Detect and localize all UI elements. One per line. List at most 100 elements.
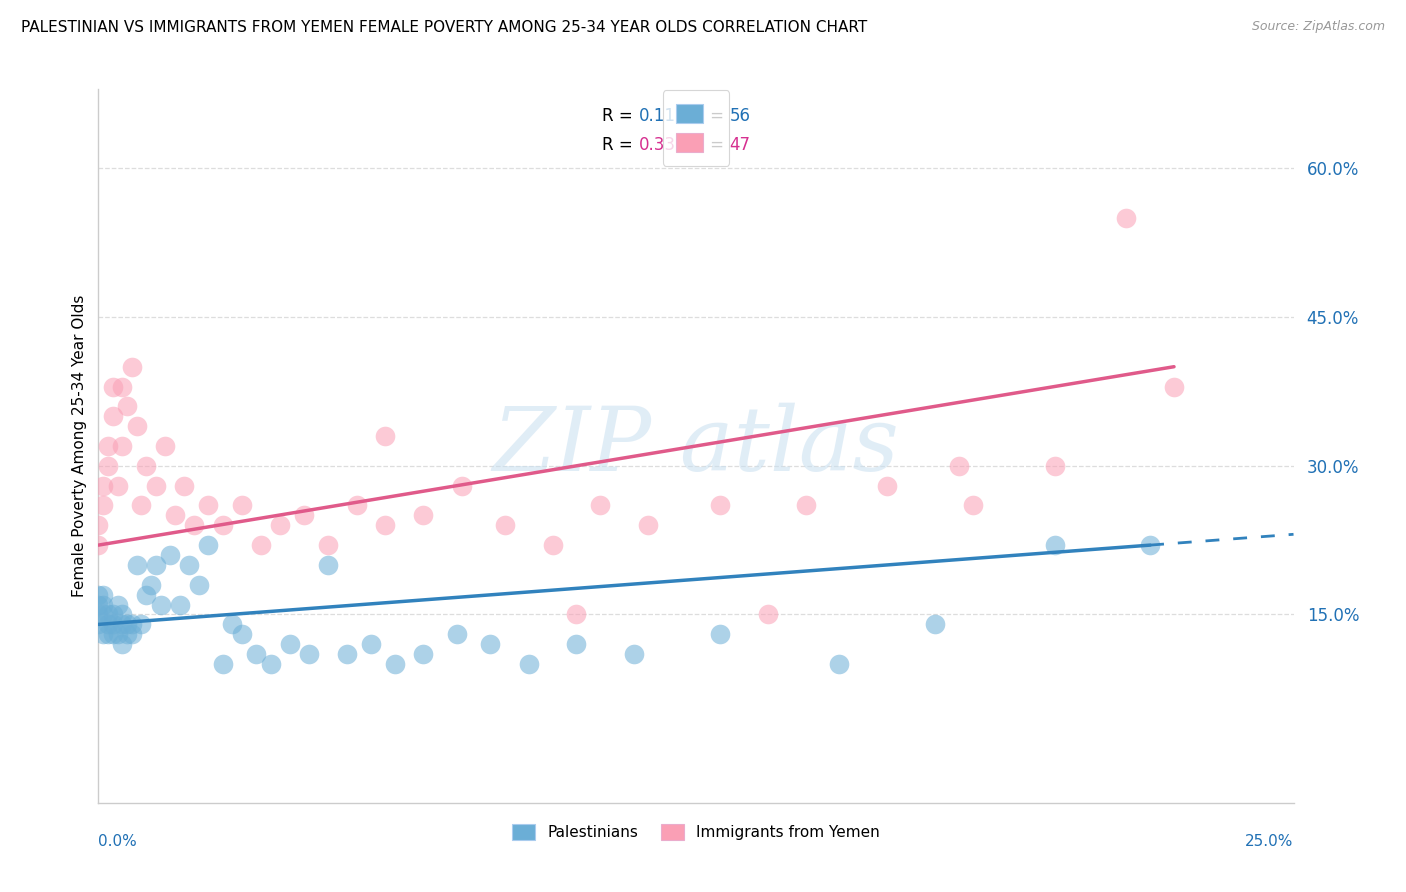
Point bbox=[709, 499, 731, 513]
Point bbox=[97, 439, 120, 453]
Point bbox=[637, 518, 659, 533]
Point bbox=[115, 627, 138, 641]
Point bbox=[131, 617, 153, 632]
Legend: Palestinians, Immigrants from Yemen: Palestinians, Immigrants from Yemen bbox=[506, 818, 886, 847]
Point bbox=[91, 627, 114, 641]
Point bbox=[149, 598, 172, 612]
Point bbox=[111, 617, 134, 632]
Point bbox=[135, 588, 157, 602]
Text: N =: N = bbox=[689, 107, 727, 125]
Point bbox=[450, 478, 472, 492]
Point bbox=[97, 627, 120, 641]
Point bbox=[1043, 458, 1066, 473]
Point bbox=[97, 607, 120, 622]
Point bbox=[87, 538, 110, 552]
Point bbox=[101, 627, 124, 641]
Text: 56: 56 bbox=[730, 107, 751, 125]
Point bbox=[269, 518, 291, 533]
Point bbox=[828, 657, 851, 671]
Point bbox=[1115, 211, 1137, 225]
Point bbox=[169, 598, 191, 612]
Point bbox=[173, 478, 195, 492]
Point bbox=[316, 558, 339, 572]
Text: 0.0%: 0.0% bbox=[98, 834, 138, 849]
Point bbox=[87, 588, 110, 602]
Point bbox=[479, 637, 502, 651]
Point bbox=[101, 607, 124, 622]
Point bbox=[589, 499, 612, 513]
Point bbox=[91, 478, 114, 492]
Point bbox=[259, 657, 281, 671]
Point bbox=[125, 558, 148, 572]
Point bbox=[374, 429, 396, 443]
Point bbox=[115, 617, 138, 632]
Point bbox=[111, 607, 134, 622]
Point bbox=[111, 439, 134, 453]
Point bbox=[121, 359, 143, 374]
Point bbox=[346, 499, 368, 513]
Point bbox=[1043, 538, 1066, 552]
Point bbox=[250, 538, 273, 552]
Text: N =: N = bbox=[689, 136, 727, 153]
Point bbox=[107, 598, 129, 612]
Point bbox=[412, 508, 434, 523]
Point bbox=[924, 617, 946, 632]
Point bbox=[316, 538, 339, 552]
Point bbox=[494, 518, 516, 533]
Point bbox=[91, 588, 114, 602]
Text: 47: 47 bbox=[730, 136, 751, 153]
Point bbox=[163, 508, 186, 523]
Point bbox=[91, 607, 114, 622]
Point bbox=[97, 617, 120, 632]
Point bbox=[412, 647, 434, 661]
Point bbox=[360, 637, 382, 651]
Point bbox=[565, 637, 588, 651]
Text: R =: R = bbox=[602, 107, 636, 125]
Point bbox=[709, 627, 731, 641]
Point bbox=[794, 499, 817, 513]
Text: ZIP atlas: ZIP atlas bbox=[492, 402, 900, 490]
Point bbox=[139, 578, 162, 592]
Text: Source: ZipAtlas.com: Source: ZipAtlas.com bbox=[1251, 20, 1385, 33]
Point bbox=[187, 578, 209, 592]
Point bbox=[135, 458, 157, 473]
Text: 0.119: 0.119 bbox=[638, 107, 686, 125]
Point bbox=[145, 558, 167, 572]
Point bbox=[292, 508, 315, 523]
Point bbox=[384, 657, 406, 671]
Point bbox=[197, 499, 219, 513]
Text: 25.0%: 25.0% bbox=[1246, 834, 1294, 849]
Point bbox=[101, 379, 124, 393]
Point bbox=[962, 499, 984, 513]
Point bbox=[111, 379, 134, 393]
Point bbox=[107, 478, 129, 492]
Point bbox=[87, 617, 110, 632]
Point bbox=[183, 518, 205, 533]
Point bbox=[541, 538, 564, 552]
Point bbox=[91, 499, 114, 513]
Point bbox=[197, 538, 219, 552]
Point bbox=[101, 617, 124, 632]
Point bbox=[87, 598, 110, 612]
Point bbox=[278, 637, 301, 651]
Point bbox=[876, 478, 898, 492]
Point bbox=[1139, 538, 1161, 552]
Point bbox=[115, 400, 138, 414]
Point bbox=[756, 607, 779, 622]
Point bbox=[111, 637, 134, 651]
Point bbox=[1163, 379, 1185, 393]
Point bbox=[87, 518, 110, 533]
Point bbox=[374, 518, 396, 533]
Y-axis label: Female Poverty Among 25-34 Year Olds: Female Poverty Among 25-34 Year Olds bbox=[72, 295, 87, 597]
Point bbox=[121, 617, 143, 632]
Point bbox=[623, 647, 645, 661]
Point bbox=[101, 409, 124, 424]
Point bbox=[91, 598, 114, 612]
Text: PALESTINIAN VS IMMIGRANTS FROM YEMEN FEMALE POVERTY AMONG 25-34 YEAR OLDS CORREL: PALESTINIAN VS IMMIGRANTS FROM YEMEN FEM… bbox=[21, 20, 868, 35]
Point bbox=[107, 627, 129, 641]
Point bbox=[159, 548, 181, 562]
Text: 0.331: 0.331 bbox=[638, 136, 686, 153]
Point bbox=[565, 607, 588, 622]
Point bbox=[231, 627, 253, 641]
Point bbox=[97, 458, 120, 473]
